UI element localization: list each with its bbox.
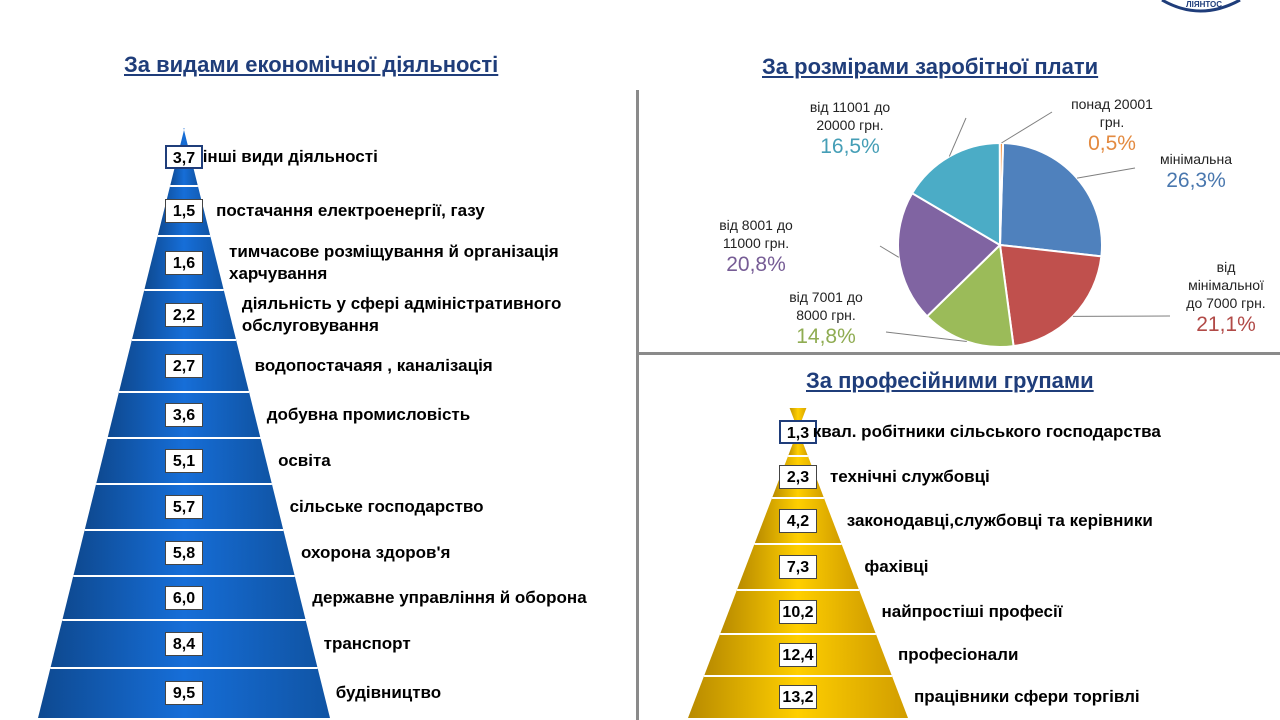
category-label-line: харчування [229,264,328,283]
category-label-line: освіта [278,451,331,470]
pie-slice-label-line: від 7001 до [789,289,863,305]
pie-slice-percent: 21,1% [1196,313,1256,336]
category-label: державне управління й оборона [312,587,586,609]
pie-slice-label-line: 20000 грн. [816,117,884,133]
pie-slice [910,141,1002,247]
pie-slice-label-line: від [1216,259,1236,275]
category-label: освіта [278,450,331,472]
data-label: 10,2 [779,600,817,624]
category-label-line: добувна промисловість [266,405,471,424]
pie-slice-label: від 7001 до 8000 грн. 14,8% [766,288,886,350]
data-label: 3,6 [165,403,203,427]
category-label-line: державне управління й оборона [312,588,587,607]
category-label-line: фахівці [864,557,929,576]
category-label: водопостачаяя , каналізація [255,355,493,377]
pie-slice-percent: 20,8% [726,253,786,276]
category-label-line: інші види діяльності [202,147,378,166]
category-label: професіонали [898,644,1018,666]
leader-line [879,245,900,258]
data-label: 1,6 [165,251,203,275]
pie-slice-label: від мінімальної до 7000 грн. 21,1% [1171,258,1280,338]
leader-line [1076,167,1136,179]
category-label-line: працівники сфери торгівлі [913,687,1140,706]
category-label-line: діяльність у сфері адміністративного [241,294,562,313]
category-label-line: постачання електроенергії, газу [216,201,485,220]
pie-slice-label: від 11001 до 20000 грн. 16,5% [785,98,915,160]
data-label: 9,5 [165,681,203,705]
salary-size-title: За розмірами заробітної плати [762,54,1099,79]
category-label-line: професіонали [897,645,1019,664]
pie-slice-label-line: мінімальна [1160,151,1232,167]
pie-slice-label-line: 8000 грн. [796,307,856,323]
pie-slice-label-line: мінімальної [1188,277,1264,293]
category-label: охорона здоров'я [301,542,450,564]
data-label: 6,0 [165,586,203,610]
category-label: працівники сфери торгівлі [914,686,1140,708]
pie-slice-label: від 8001 до 11000 грн. 20,8% [696,216,816,278]
data-label: 5,8 [165,541,203,565]
pie-slice-label-line: понад 20001 [1071,96,1153,112]
data-label: 2,7 [165,354,203,378]
vertical-divider [636,90,639,720]
category-label: сільське господарство [290,496,484,518]
horizontal-divider [638,352,1280,355]
category-label-line: технічні службовці [829,467,990,486]
data-label: 1,3 [779,420,817,444]
leader-line [885,331,967,342]
category-label-line: квал. робітники сільського господарства [812,422,1161,441]
category-label-line: сільське господарство [289,497,484,516]
category-label: транспорт [324,633,411,655]
pie-slice-percent: 16,5% [820,135,880,158]
category-label: технічні службовці [830,466,990,488]
pie-slice-label-line: до 7000 грн. [1186,295,1266,311]
category-label: діяльність у сфері адміністративного обсл… [242,293,561,337]
category-label: квал. робітники сільського господарства [813,421,1161,443]
category-label: найпростіші професії [882,601,1063,623]
pie-slice-label-line: від 8001 до [719,217,793,233]
category-label-line: тимчасове розміщування й організація [229,242,559,261]
category-label: фахівці [864,556,928,578]
pie-slice-label-line: 11000 грн. [722,235,790,251]
category-label-line: транспорт [323,634,411,653]
economic-activity-title: За видами економічної діяльності [124,52,499,77]
category-label-line: будівництво [335,683,442,702]
pie-slice-label: понад 20001 грн. 0,5% [1052,95,1172,157]
category-label: тимчасове розміщування й організація харч… [229,241,559,285]
category-label: інші види діяльності [203,146,378,168]
category-label: будівництво [336,682,441,704]
professional-groups-title: За професійними групами [806,368,1094,393]
data-label: 2,3 [779,465,817,489]
category-label-line: найпростіші професії [881,602,1063,621]
data-label: 2,2 [165,303,203,327]
data-label: 8,4 [165,632,203,656]
data-label: 1,5 [165,199,203,223]
pie-slice [998,142,1103,258]
pie-slice-label-line: грн. [1099,114,1125,130]
pie-slice [998,243,1103,348]
pie-slice-percent: 14,8% [796,325,856,348]
category-label: законодавці,службовці та керівники [847,510,1153,532]
data-label: 5,1 [165,449,203,473]
pie-slice-label: мінімальна 26,3% [1156,150,1236,194]
logo-text: ЛІЯНТОС [1186,0,1223,9]
pie-slice-label-line: від 11001 до [809,99,891,115]
category-label-line: законодавці,службовці та керівники [846,511,1153,530]
category-label: постачання електроенергії, газу [216,200,485,222]
category-label: добувна промисловість [267,404,470,426]
leader-line [1001,111,1053,144]
category-label-line: обслуговування [241,316,379,335]
pie-slice-percent: 0,5% [1088,132,1136,155]
data-label: 12,4 [779,643,817,667]
category-label-line: охорона здоров'я [301,543,451,562]
category-label-line: водопостачаяя , каналізація [254,356,493,375]
data-label: 13,2 [779,685,817,709]
pie-slice-percent: 26,3% [1166,169,1226,192]
data-label: 7,3 [779,555,817,579]
data-label: 3,7 [165,145,203,169]
data-label: 5,7 [165,495,203,519]
data-label: 4,2 [779,509,817,533]
leader-line [948,117,967,157]
